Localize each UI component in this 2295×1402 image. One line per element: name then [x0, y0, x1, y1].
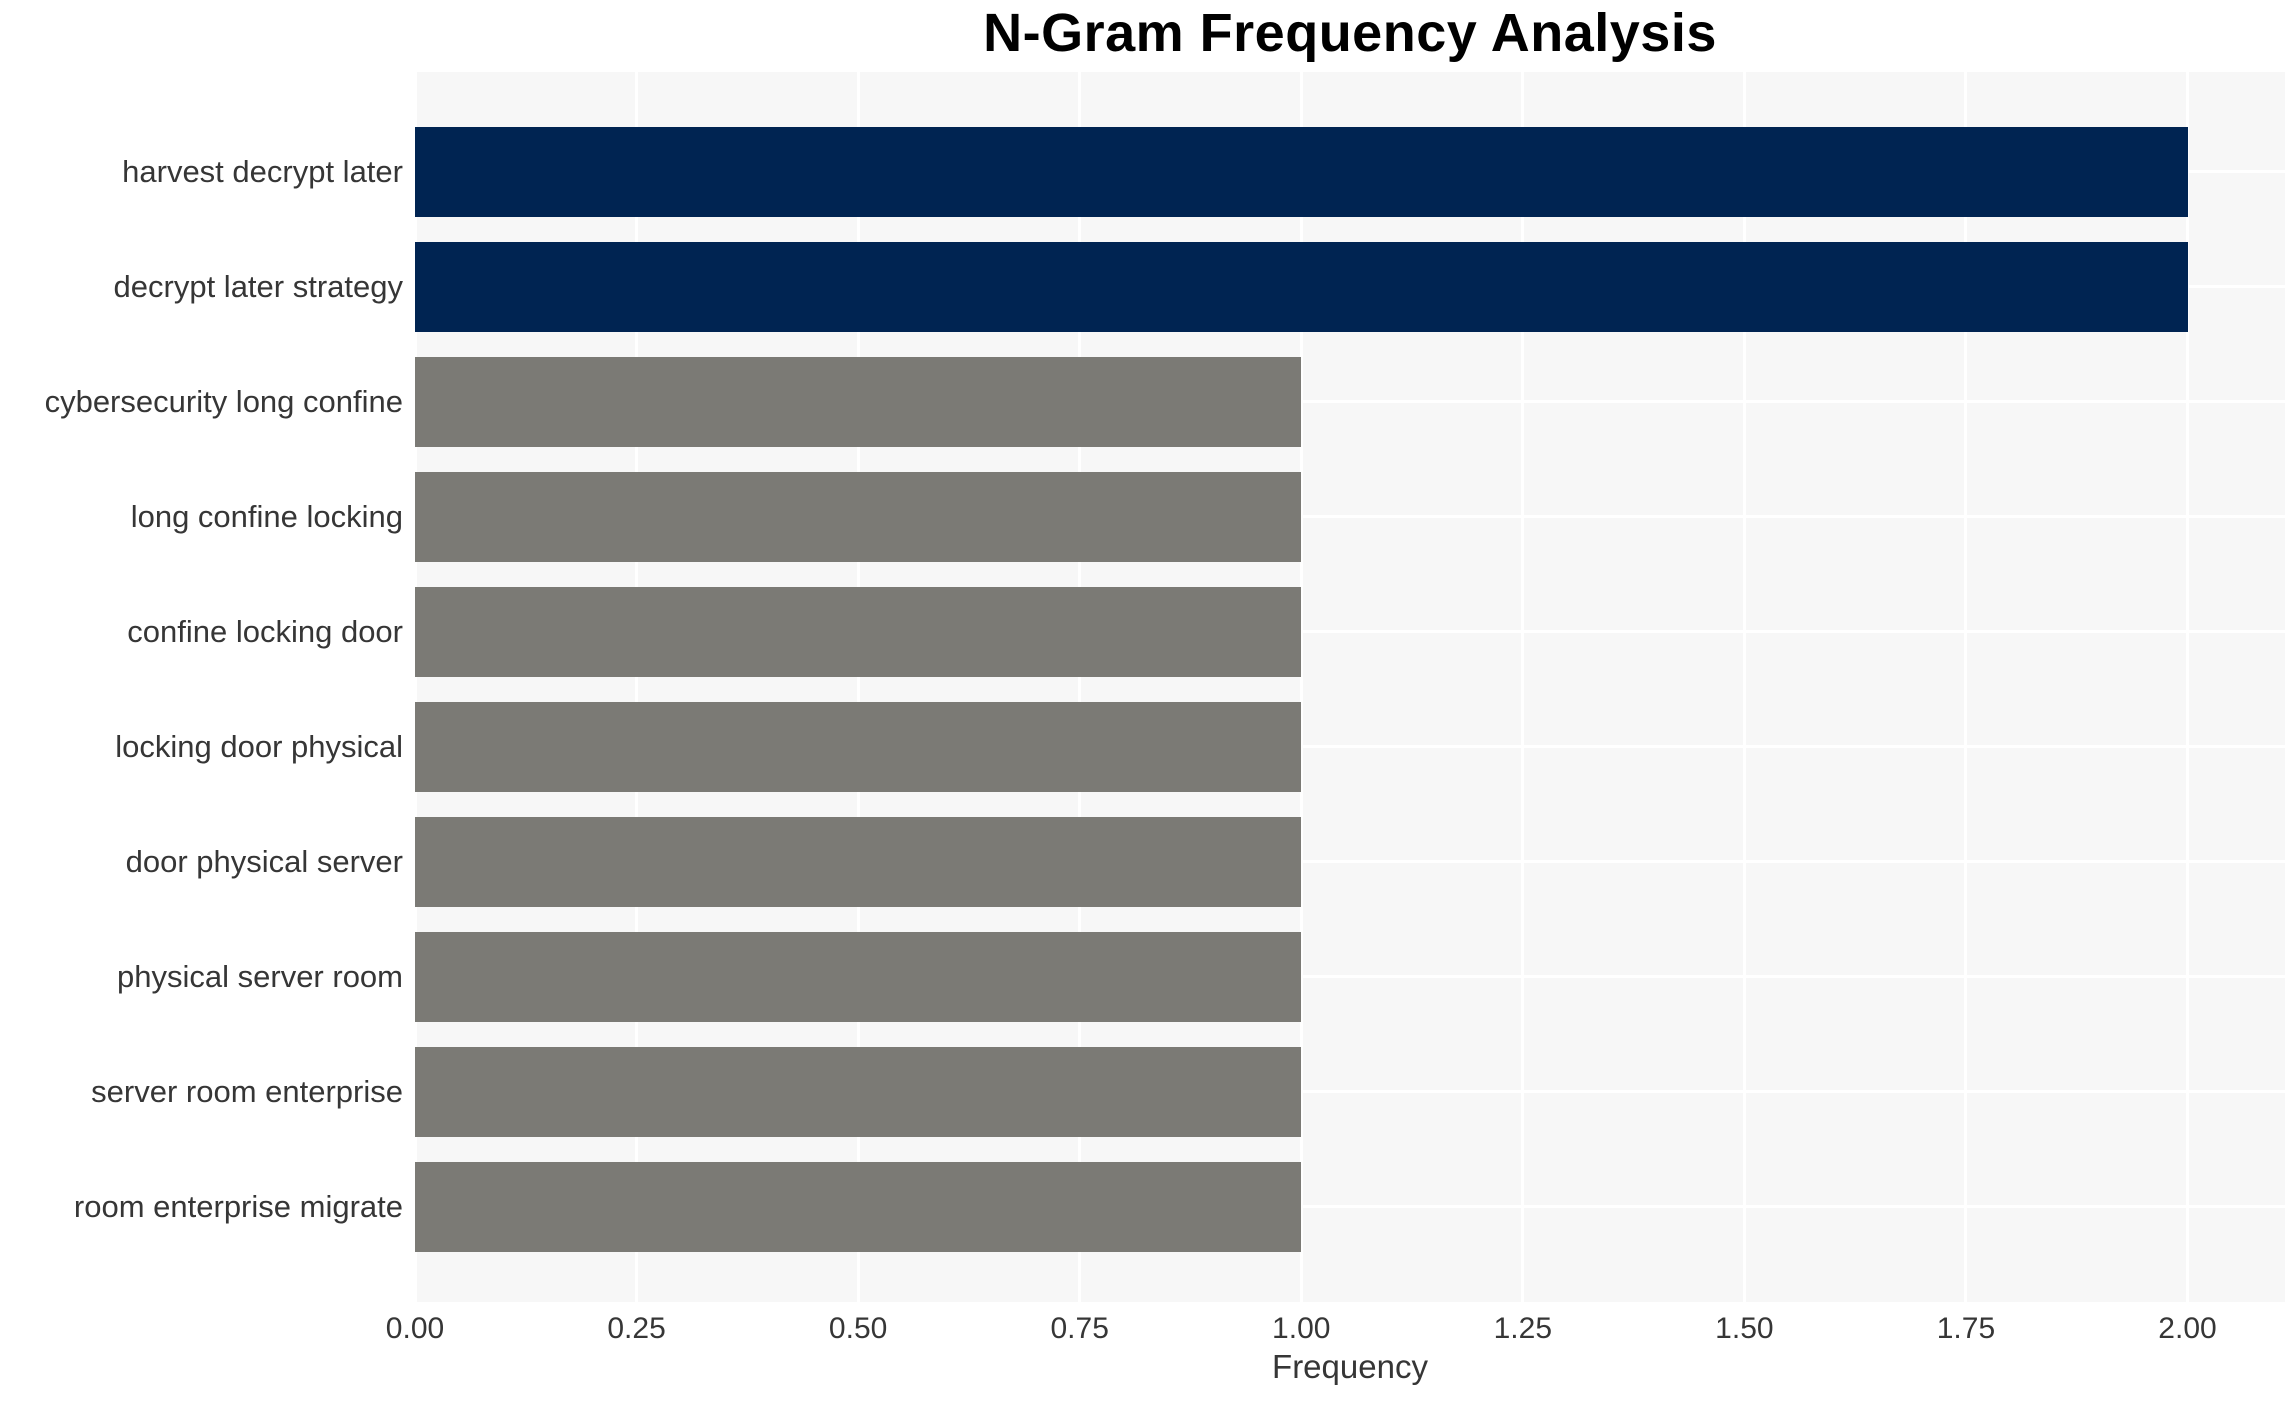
horizontal-gridline — [415, 745, 2285, 748]
x-tick-label: 2.00 — [2158, 1312, 2217, 1345]
bar-row — [415, 229, 2285, 344]
bar — [415, 126, 2188, 217]
chart-title: N-Gram Frequency Analysis — [983, 3, 1717, 63]
y-axis-label: server room enterprise — [91, 1073, 403, 1109]
y-axis-label: long confine locking — [130, 498, 403, 534]
bar — [415, 241, 2188, 332]
x-axis-title: Frequency — [1272, 1348, 1428, 1385]
horizontal-gridline — [415, 975, 2285, 978]
horizontal-gridline — [415, 860, 2285, 863]
bar-row — [415, 689, 2285, 804]
horizontal-gridline — [415, 1205, 2285, 1208]
bar — [415, 1046, 1302, 1137]
y-axis-label: decrypt later strategy — [113, 268, 403, 304]
bar-rows — [415, 72, 2285, 1302]
x-tick-label: 1.50 — [1715, 1312, 1774, 1345]
bar-row — [415, 804, 2285, 919]
bar — [415, 816, 1302, 907]
horizontal-gridline — [415, 400, 2285, 403]
vertical-gridline — [2186, 72, 2189, 1302]
x-tick-label: 0.75 — [1050, 1312, 1109, 1345]
y-axis-label: confine locking door — [127, 613, 403, 649]
bar-row — [415, 114, 2285, 229]
bar — [415, 356, 1302, 447]
y-axis-label: cybersecurity long confine — [44, 383, 403, 419]
horizontal-gridline — [415, 630, 2285, 633]
bar-row — [415, 574, 2285, 689]
vertical-gridline — [1964, 72, 1968, 1302]
horizontal-gridline — [415, 515, 2285, 518]
bar-row — [415, 919, 2285, 1034]
x-tick-label: 0.50 — [828, 1312, 888, 1345]
y-axis-label: physical server room — [117, 958, 403, 994]
bar — [415, 471, 1302, 562]
y-axis-label: harvest decrypt later — [122, 153, 403, 189]
x-tick-label: 1.00 — [1272, 1312, 1331, 1345]
vertical-gridline — [635, 72, 639, 1302]
bar-row — [415, 344, 2285, 459]
y-axis-label: room enterprise migrate — [73, 1188, 403, 1224]
bar — [415, 701, 1302, 792]
y-axis-label: locking door physical — [115, 728, 403, 764]
bar-row — [415, 1034, 2285, 1149]
x-tick-label: 1.75 — [1936, 1312, 1996, 1345]
bar — [415, 1161, 1302, 1252]
vertical-gridline — [856, 72, 860, 1302]
vertical-gridline — [413, 72, 417, 1302]
bar-row — [415, 1149, 2285, 1264]
y-axis-labels: harvest decrypt later decrypt later strat… — [0, 72, 403, 1302]
bar — [415, 931, 1302, 1022]
x-tick-label: 1.25 — [1493, 1312, 1553, 1345]
vertical-gridline — [1078, 72, 1082, 1302]
plot-area — [413, 72, 2285, 1302]
x-tick-label: 0.25 — [607, 1312, 666, 1345]
vertical-gridline — [1299, 72, 1303, 1302]
vertical-gridline — [1742, 72, 1746, 1302]
horizontal-gridline — [415, 1090, 2285, 1093]
vertical-gridline — [1521, 72, 1525, 1302]
bar — [415, 586, 1302, 677]
y-axis-label: door physical server — [125, 843, 403, 879]
bar-row — [415, 459, 2285, 574]
x-tick-label: 0.00 — [385, 1312, 445, 1345]
